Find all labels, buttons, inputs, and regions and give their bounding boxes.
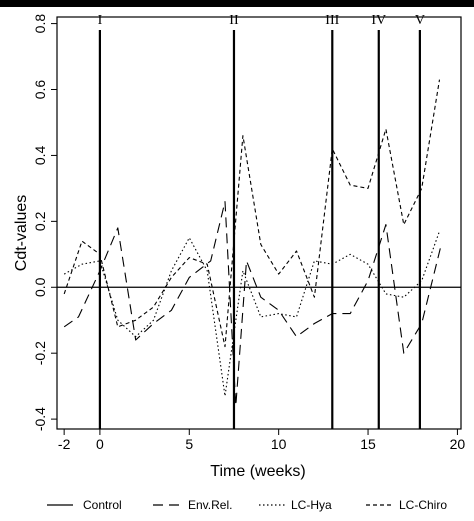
series-group <box>63 79 442 407</box>
legend-label-2: Env.Rel. <box>188 498 232 512</box>
x-tick-label: 20 <box>450 436 466 452</box>
y-tick-label: 0.0 <box>32 277 48 297</box>
x-tick-label: 15 <box>360 436 376 452</box>
y-axis-label: Cdt-values <box>13 195 30 271</box>
x-tick-label: 0 <box>96 436 104 452</box>
x-axis-ticks: -2 0 5 10 15 20 <box>58 429 465 452</box>
event-lines-group: I II III IV V <box>98 13 425 429</box>
event-label-1: I <box>98 13 103 28</box>
series-line-3 <box>63 231 441 397</box>
legend-label-4: LC-Chiro <box>399 498 447 512</box>
event-label-5: V <box>415 13 425 28</box>
y-tick-label: -0.4 <box>32 407 48 431</box>
x-axis-label: Time (weeks) <box>210 463 305 480</box>
x-tick-label: 10 <box>271 436 287 452</box>
series-line-2 <box>63 201 442 407</box>
y-tick-label: 0.4 <box>32 145 48 165</box>
legend-label-1: Control <box>83 498 122 512</box>
event-label-3: III <box>325 13 339 28</box>
plot-border <box>56 16 462 430</box>
y-tick-label: 0.8 <box>32 14 48 34</box>
y-axis-ticks: -0.4 -0.2 0.0 0.2 0.4 0.6 0.8 <box>32 14 57 431</box>
top-border-bar <box>0 0 474 7</box>
y-tick-label: -0.2 <box>32 341 48 365</box>
legend: Control Env.Rel. LC-Hya LC-Chiro <box>47 498 447 512</box>
series-line-4 <box>63 79 441 348</box>
y-tick-label: 0.6 <box>32 80 48 100</box>
legend-label-3: LC-Hya <box>291 498 332 512</box>
y-tick-label: 0.2 <box>32 211 48 231</box>
event-label-2: II <box>229 13 239 28</box>
x-tick-label: -2 <box>58 436 71 452</box>
plot-frame <box>56 16 462 430</box>
event-label-4: IV <box>371 13 386 28</box>
x-tick-label: 5 <box>185 436 193 452</box>
